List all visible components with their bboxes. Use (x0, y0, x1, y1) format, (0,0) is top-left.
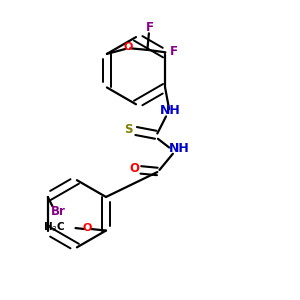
Text: F: F (146, 21, 154, 34)
Text: S: S (124, 123, 133, 136)
Text: F: F (169, 45, 178, 58)
Text: H$_3$C: H$_3$C (43, 220, 65, 234)
Text: O: O (123, 42, 133, 52)
Text: NH: NH (169, 142, 190, 155)
Text: O: O (83, 223, 92, 233)
Text: O: O (129, 162, 139, 175)
Text: Br: Br (51, 205, 66, 218)
Text: NH: NH (160, 104, 181, 117)
